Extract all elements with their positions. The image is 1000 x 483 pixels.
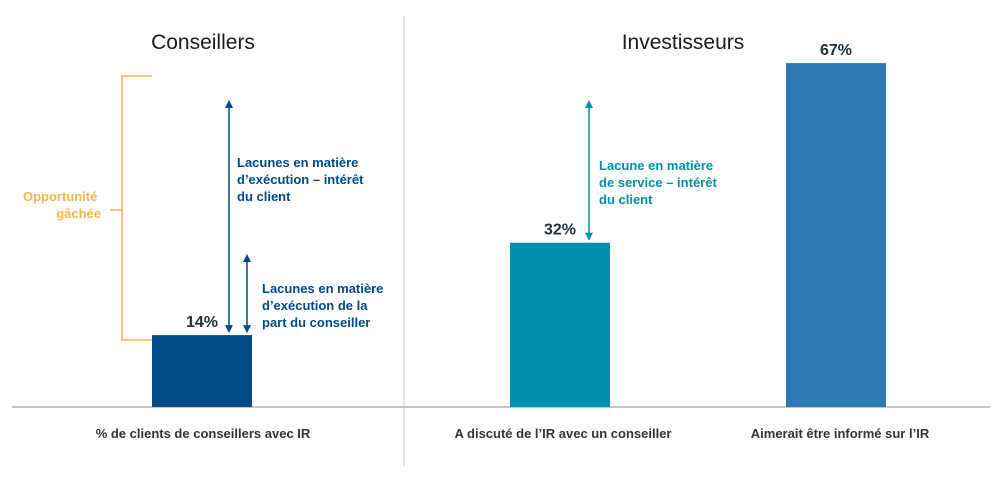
gap-arrows (225, 100, 593, 334)
gap-client-line-1: Lacunes en matière (237, 155, 358, 170)
gap-advisor-line-3: part du conseiller (262, 315, 370, 330)
gap-client-line-3: du client (237, 189, 291, 204)
bar-informe-ir (786, 63, 886, 408)
gap-client-label: Lacunes en matière d’exécution – intérêt… (237, 155, 367, 204)
bar-clients-ir-value-label: 14% (186, 314, 218, 331)
bracket-label-line-2: gâchée (56, 206, 101, 221)
gap-advisor-line-2: d’exécution de la (262, 298, 368, 313)
bar-informe-ir-value-label: 67% (820, 42, 852, 59)
gap-service-line-2: de service – intérêt (599, 175, 717, 190)
bracket-label-line-1: Opportunité (23, 189, 97, 204)
bar-discute-ir (510, 242, 610, 407)
gap-advisor-arrow (243, 254, 251, 334)
opportunity-bracket (110, 75, 152, 341)
category-label-informe-ir: Aimerait être informé sur l’IR (751, 426, 930, 441)
gap-client-arrow (225, 100, 233, 334)
bar-discute-ir-value-label: 32% (544, 222, 576, 239)
panel-title-investisseurs: Investisseurs (622, 31, 745, 54)
gap-service-line-3: du client (599, 192, 653, 207)
gap-advisor-line-1: Lacunes en matière (262, 281, 383, 296)
bar-clients-ir (152, 335, 252, 407)
panel-title-conseillers: Conseillers (151, 31, 255, 54)
gap-advisor-label: Lacunes en matière d’exécution de la par… (262, 281, 387, 330)
bars-group: 14% 32% 67% (152, 42, 886, 408)
gap-service-line-1: Lacune en matière (599, 158, 713, 173)
gap-client-line-2: d’exécution – intérêt (237, 172, 364, 187)
gap-service-arrow (585, 100, 593, 241)
category-label-discute-ir: A discuté de l’IR avec un conseiller (455, 426, 672, 441)
gap-service-label: Lacune en matière de service – intérêt d… (599, 158, 720, 207)
opportunity-bracket-label: Opportunité gâchée (23, 189, 101, 221)
category-label-clients-ir: % de clients de conseillers avec IR (96, 426, 311, 441)
